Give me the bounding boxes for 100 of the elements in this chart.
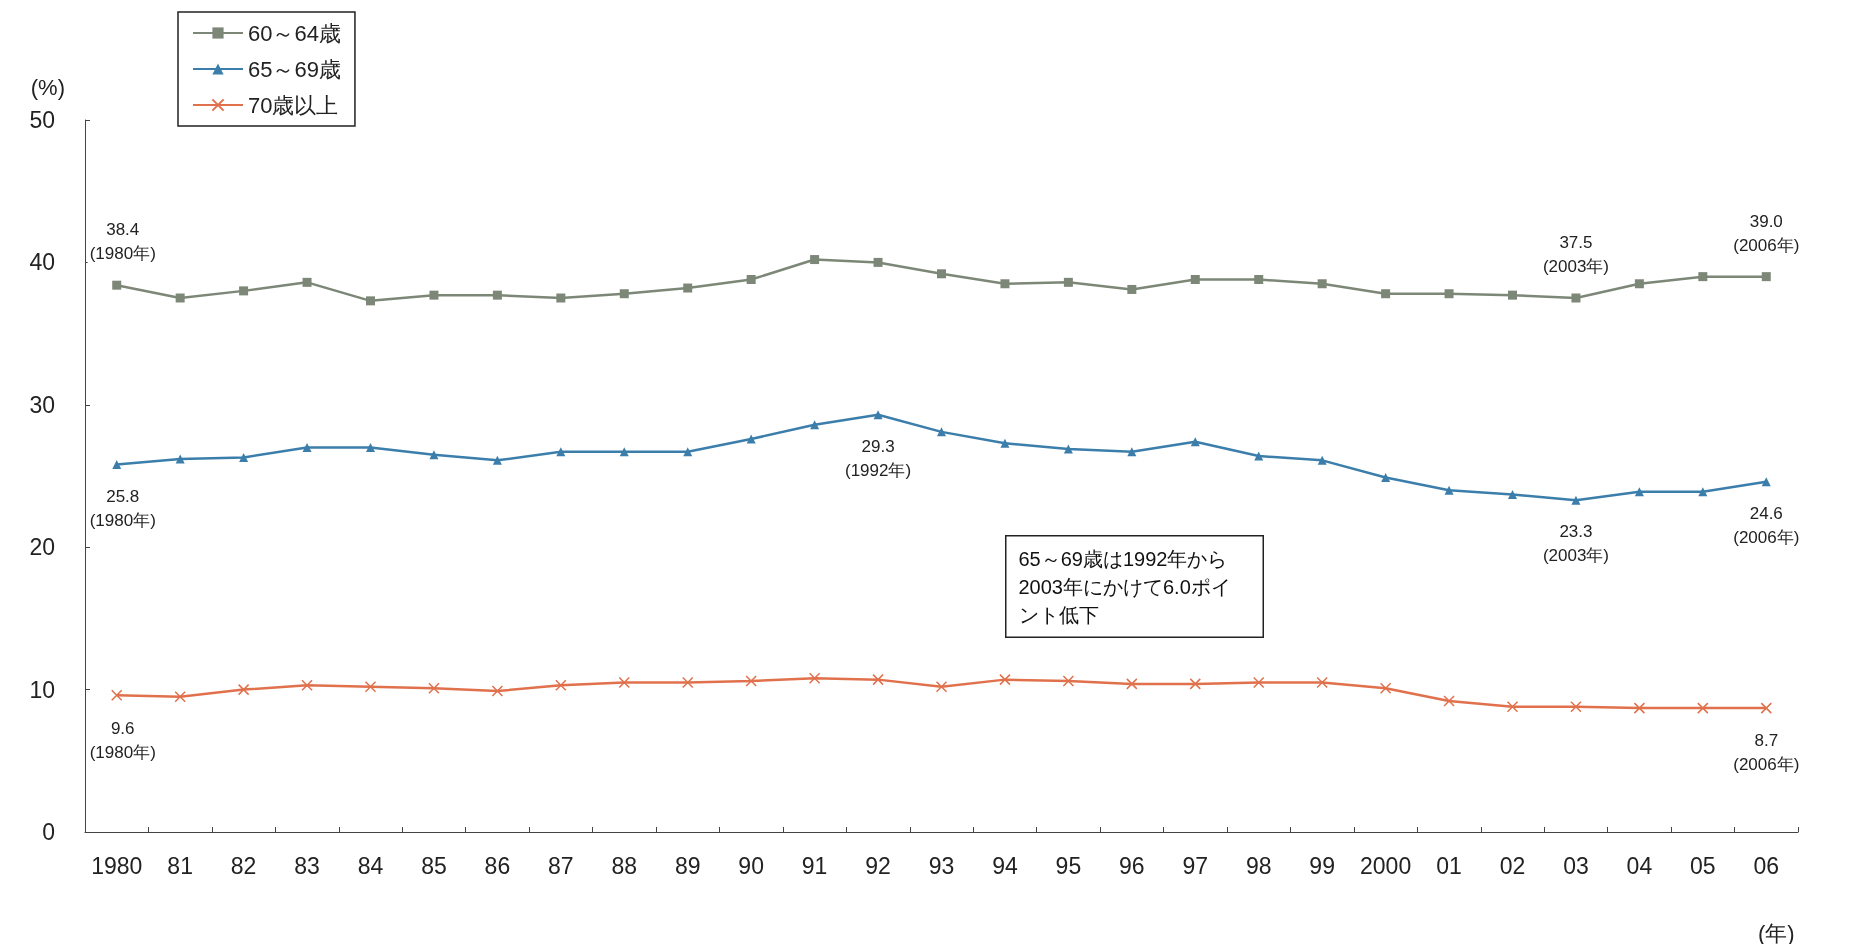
point <box>1508 290 1517 300</box>
x-tick-label: 96 <box>1119 852 1145 879</box>
point <box>1761 272 1771 282</box>
point <box>492 290 502 300</box>
y-tick-label: 40 <box>29 249 55 276</box>
point <box>364 681 377 693</box>
x-tick-label: 93 <box>928 852 955 879</box>
point <box>1634 487 1644 497</box>
point <box>1697 702 1709 714</box>
x-tick-label: 84 <box>357 852 384 879</box>
annotation: 65～69歳は1992年から2003年にかけて6.0ポイント低下 <box>1018 547 1231 626</box>
point <box>1000 279 1010 289</box>
x-tick-label: 92 <box>865 852 891 879</box>
x-tick-label: 94 <box>992 852 1018 879</box>
y-tick-label: 30 <box>29 391 55 418</box>
point <box>429 450 439 460</box>
x-tick-label: 87 <box>548 852 574 879</box>
point <box>873 257 883 267</box>
data-label: 8.7 (2006年) <box>1733 731 1800 775</box>
x-tick-label: 02 <box>1499 852 1526 879</box>
data-label: 39.0 (2006年) <box>1733 211 1800 255</box>
point <box>1190 274 1200 284</box>
point <box>302 277 312 287</box>
point <box>1443 695 1455 707</box>
x-tick-label: 83 <box>294 852 320 879</box>
x-tick-label: 82 <box>230 852 257 879</box>
point <box>1381 289 1391 299</box>
point <box>1698 272 1708 282</box>
x-tick-label: 81 <box>167 852 193 879</box>
x-tick-label: 90 <box>738 852 764 879</box>
point <box>1633 702 1646 714</box>
x-tick-label: 01 <box>1436 852 1462 879</box>
point <box>935 681 948 693</box>
y-tick-label: 10 <box>29 676 55 703</box>
x-tick-label: 2000 <box>1360 852 1412 879</box>
point <box>1000 438 1010 448</box>
x-tick-label: 04 <box>1626 852 1653 879</box>
point <box>1571 495 1581 505</box>
point <box>1634 279 1644 289</box>
y-axis-title: (%) <box>30 74 65 100</box>
data-label: 38.4 (1980年) <box>89 220 156 264</box>
y-tick-label: 0 <box>42 819 55 845</box>
x-tick-label: 05 <box>1690 852 1716 879</box>
point <box>1508 490 1517 500</box>
point <box>492 455 502 465</box>
point <box>239 452 249 462</box>
point <box>618 676 631 689</box>
x-tick-label: 06 <box>1753 852 1780 879</box>
legend-label: 65～69歳 <box>248 56 341 82</box>
point <box>555 679 567 692</box>
point <box>746 274 756 284</box>
point <box>745 675 757 687</box>
x-tick-label: 85 <box>421 852 447 879</box>
y-tick-label: 20 <box>29 534 55 561</box>
x-tick-label: 98 <box>1245 852 1272 879</box>
point <box>683 283 693 293</box>
point <box>872 673 884 686</box>
x-tick-label: 86 <box>484 852 511 879</box>
data-label: 25.8 (1980年) <box>89 486 156 530</box>
data-label: 23.3 (2003年) <box>1542 522 1610 566</box>
data-label: 24.6 (2006年) <box>1733 503 1800 547</box>
point <box>873 410 883 420</box>
point <box>1317 279 1327 289</box>
point <box>1444 485 1454 495</box>
point <box>808 672 821 684</box>
point <box>1379 682 1392 694</box>
point <box>810 420 820 430</box>
point <box>681 676 694 689</box>
point <box>110 689 123 702</box>
point <box>1254 451 1264 461</box>
point <box>112 280 122 290</box>
point <box>301 679 313 692</box>
point <box>999 673 1011 686</box>
x-tick-label: 88 <box>611 852 638 879</box>
x-tick-label: 99 <box>1309 852 1335 879</box>
point <box>239 286 249 296</box>
x-tick-label: 89 <box>674 852 701 879</box>
point <box>429 290 439 300</box>
data-label: 9.6 (1980年) <box>89 718 156 762</box>
point <box>175 293 185 303</box>
point <box>1570 700 1582 713</box>
point <box>619 289 629 299</box>
x-tick-label: 03 <box>1563 852 1589 879</box>
point <box>1254 274 1264 284</box>
point <box>174 690 186 703</box>
point <box>491 685 504 697</box>
x-tick-label: 95 <box>1055 852 1082 879</box>
point <box>1127 284 1137 294</box>
point <box>1381 472 1391 482</box>
point <box>1062 675 1075 687</box>
legend-label: 60～64歳 <box>248 20 341 46</box>
y-tick-label: 50 <box>29 107 55 133</box>
point <box>1189 678 1202 690</box>
point <box>937 427 946 437</box>
point <box>1444 289 1454 299</box>
x-tick-label: 1980 <box>91 852 143 879</box>
point <box>366 296 375 306</box>
point <box>556 293 566 303</box>
point <box>366 443 375 453</box>
point <box>302 443 312 453</box>
